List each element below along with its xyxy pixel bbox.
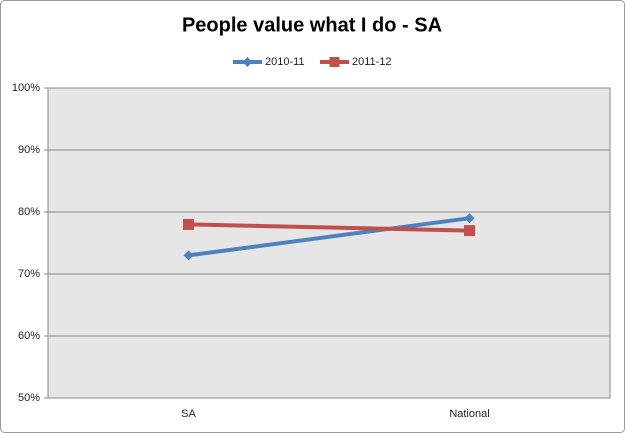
legend-label: 2010-11 bbox=[265, 56, 305, 68]
y-tick-label: 80% bbox=[18, 206, 40, 218]
legend-marker bbox=[242, 57, 253, 67]
marker bbox=[183, 218, 194, 230]
marker bbox=[464, 225, 475, 237]
legend-marker bbox=[329, 57, 340, 67]
marker bbox=[183, 250, 194, 261]
series-line bbox=[188, 216, 470, 258]
legend-label: 2011-12 bbox=[352, 56, 392, 68]
y-tick-label: 50% bbox=[18, 392, 40, 404]
y-tick-label: 70% bbox=[18, 268, 40, 280]
series-line bbox=[188, 222, 470, 233]
y-tick-label: 100% bbox=[12, 82, 40, 94]
marker bbox=[464, 213, 475, 224]
x-tick-label: National bbox=[449, 408, 489, 420]
y-tick-label: 90% bbox=[18, 144, 40, 156]
plot-area bbox=[47, 87, 611, 399]
y-tick-label: 60% bbox=[18, 330, 40, 342]
x-tick-label: SA bbox=[181, 408, 196, 420]
chart-title: People value what I do - SA bbox=[182, 14, 442, 36]
